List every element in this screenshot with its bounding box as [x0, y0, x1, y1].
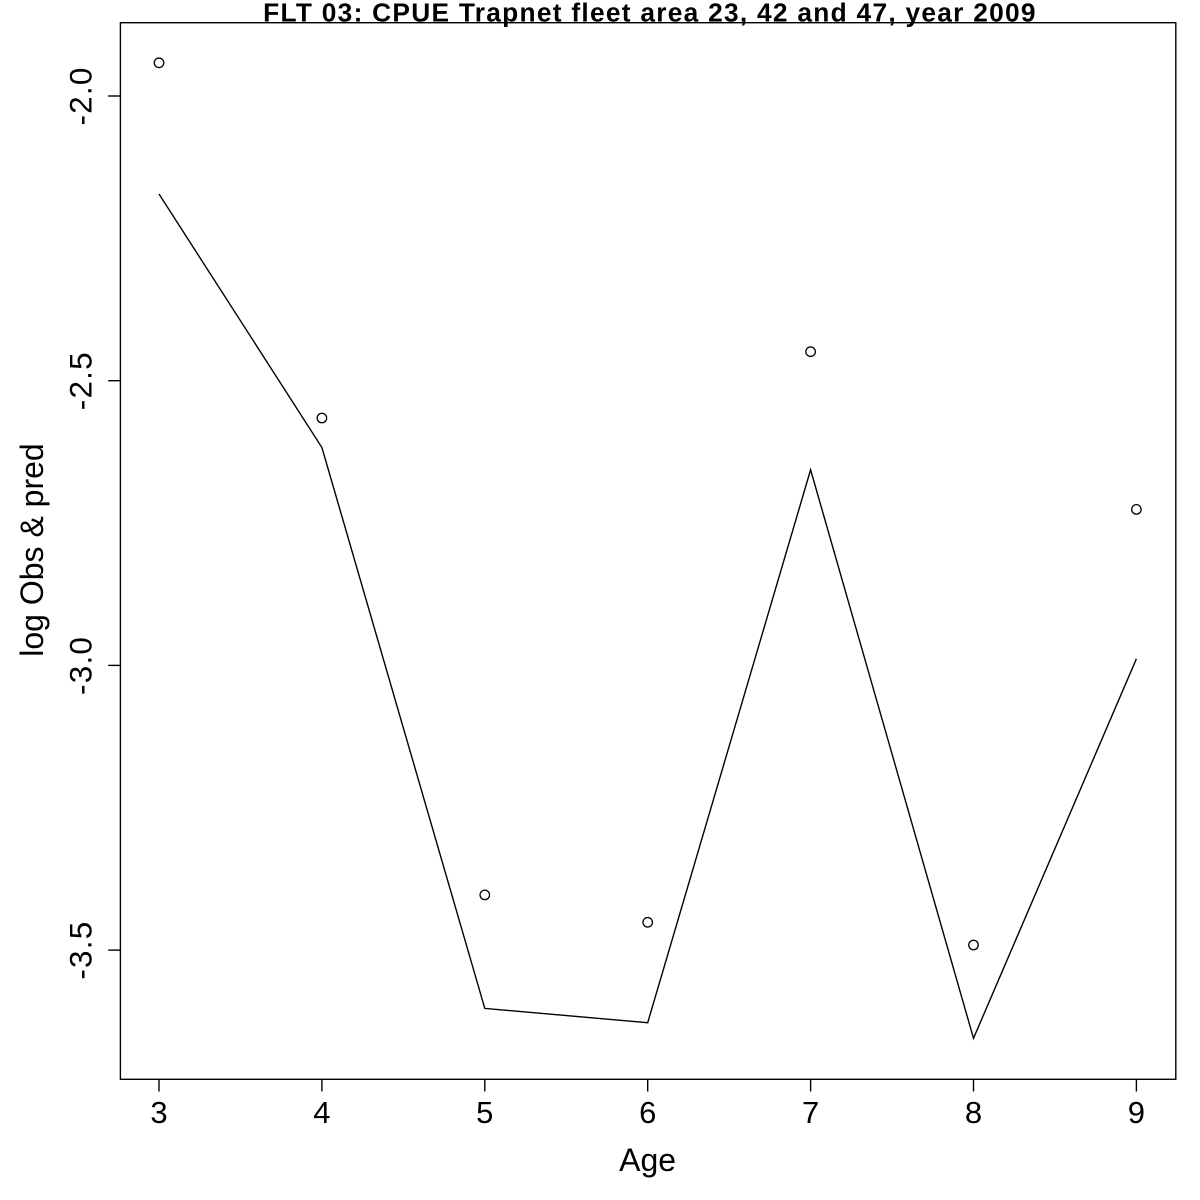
svg-text:-3.5: -3.5 — [63, 921, 99, 980]
svg-text:3: 3 — [150, 1095, 167, 1130]
svg-text:Age: Age — [619, 1142, 676, 1178]
svg-text:9: 9 — [1128, 1095, 1145, 1130]
svg-text:6: 6 — [639, 1095, 656, 1130]
svg-text:FLT 03: CPUE Trapnet fleet are: FLT 03: CPUE Trapnet fleet area 23, 42 a… — [263, 0, 1037, 28]
svg-text:-2.5: -2.5 — [63, 351, 99, 410]
svg-text:4: 4 — [313, 1095, 330, 1130]
svg-text:5: 5 — [476, 1095, 493, 1130]
svg-text:log Obs & pred: log Obs & pred — [14, 443, 50, 656]
svg-text:-2.0: -2.0 — [63, 66, 99, 125]
svg-text:8: 8 — [965, 1095, 982, 1130]
svg-text:7: 7 — [802, 1095, 819, 1130]
svg-text:-3.0: -3.0 — [63, 636, 99, 695]
